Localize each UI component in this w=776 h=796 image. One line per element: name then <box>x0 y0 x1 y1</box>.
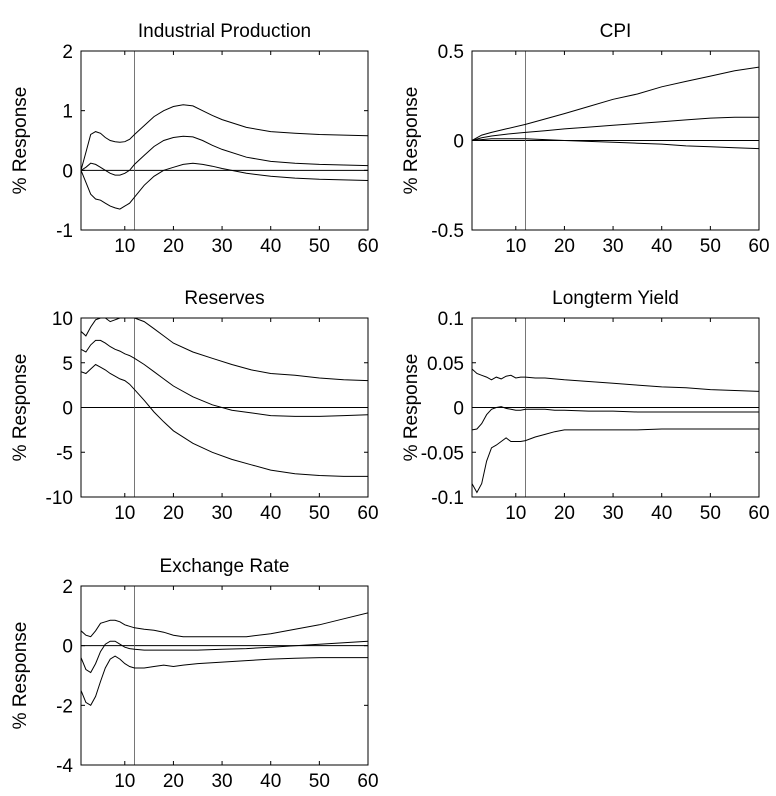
y-tick-label: 10 <box>52 309 73 330</box>
x-tick-label: 50 <box>309 771 330 792</box>
y-tick-label: 0 <box>62 161 73 182</box>
y-tick-label: -2 <box>56 696 73 717</box>
x-tick-label: 40 <box>651 236 672 257</box>
y-tick-label: -10 <box>46 488 73 509</box>
chart-panel: Reserves % Response 10 20 30 40 50 60 -10 -5 0 5 10 <box>10 288 379 524</box>
x-tick-label: 50 <box>700 236 721 257</box>
series-line <box>81 104 368 171</box>
y-tick-label: 0 <box>453 399 464 420</box>
y-tick-label: -0.05 <box>421 443 464 464</box>
x-tick-label: 30 <box>211 771 232 792</box>
x-tick-label: 10 <box>114 236 135 257</box>
chart-panel: Exchange Rate % Response 10 20 30 40 50 60 -4 -2 0… <box>10 556 379 792</box>
x-tick-label: 50 <box>309 503 330 524</box>
x-tick-label: 40 <box>651 503 672 524</box>
y-tick-label: 0.05 <box>427 354 464 375</box>
y-axis-label: % Response <box>401 87 422 195</box>
x-tick-label: 30 <box>211 236 232 257</box>
x-tick-label: 60 <box>748 503 769 524</box>
chart-title: Exchange Rate <box>160 556 290 577</box>
y-tick-label: 0.5 <box>438 42 464 63</box>
y-axis-label: % Response <box>10 622 31 730</box>
y-tick-label: -4 <box>56 756 73 777</box>
x-tick-label: 10 <box>114 771 135 792</box>
x-tick-label: 40 <box>260 771 281 792</box>
y-tick-label: 0 <box>62 399 73 420</box>
x-tick-label: 20 <box>163 236 184 257</box>
y-tick-label: 0 <box>62 637 73 658</box>
x-tick-label: 60 <box>357 503 378 524</box>
x-tick-label: 40 <box>260 236 281 257</box>
y-tick-label: -5 <box>56 443 73 464</box>
x-tick-label: 40 <box>260 503 281 524</box>
x-tick-label: 10 <box>505 236 526 257</box>
y-axis-label: % Response <box>10 354 31 462</box>
chart-title: Industrial Production <box>138 21 311 42</box>
chart-title: Longterm Yield <box>552 288 679 309</box>
series-line <box>81 640 368 674</box>
series-line <box>81 655 368 706</box>
x-tick-label: 50 <box>309 236 330 257</box>
y-tick-label: 2 <box>62 42 73 63</box>
chart-title: Reserves <box>184 288 264 309</box>
series-line <box>472 138 759 150</box>
x-tick-label: 20 <box>163 771 184 792</box>
series-line <box>81 339 368 417</box>
x-tick-label: 30 <box>602 236 623 257</box>
series-line <box>81 162 368 210</box>
axes-frame <box>80 585 369 766</box>
series-line <box>472 406 759 431</box>
y-tick-label: 1 <box>62 102 73 123</box>
x-tick-label: 50 <box>700 503 721 524</box>
chart-panel: CPI % Response 10 20 30 40 50 60 -0.5 0 0.5 <box>401 21 770 257</box>
x-tick-label: 10 <box>505 503 526 524</box>
series-line <box>472 428 759 494</box>
x-tick-label: 20 <box>163 503 184 524</box>
series-line <box>81 318 368 382</box>
x-tick-label: 30 <box>602 503 623 524</box>
series-line <box>472 116 759 141</box>
series-line <box>81 135 368 176</box>
y-tick-label: 2 <box>62 577 73 598</box>
x-tick-label: 60 <box>357 771 378 792</box>
y-axis-label: % Response <box>10 87 31 195</box>
y-tick-label: 5 <box>62 354 73 375</box>
x-tick-label: 30 <box>211 503 232 524</box>
y-tick-label: -0.5 <box>431 221 464 242</box>
x-tick-label: 10 <box>114 503 135 524</box>
axes-frame <box>80 50 369 231</box>
series-line <box>472 66 759 141</box>
y-tick-label: -0.1 <box>431 488 464 509</box>
chart-title: CPI <box>600 21 632 42</box>
y-tick-label: 0 <box>453 132 464 153</box>
y-tick-label: -1 <box>56 221 73 242</box>
series-line <box>81 612 368 638</box>
chart-panel: Longterm Yield % Response 10 20 30 40 50 60 -0.1… <box>401 288 770 524</box>
x-tick-label: 60 <box>357 236 378 257</box>
x-tick-label: 20 <box>554 503 575 524</box>
series-line <box>81 363 368 477</box>
series-line <box>472 368 759 392</box>
y-tick-label: 0.1 <box>438 309 464 330</box>
y-axis-label: % Response <box>401 354 422 462</box>
x-tick-label: 60 <box>748 236 769 257</box>
x-tick-label: 20 <box>554 236 575 257</box>
